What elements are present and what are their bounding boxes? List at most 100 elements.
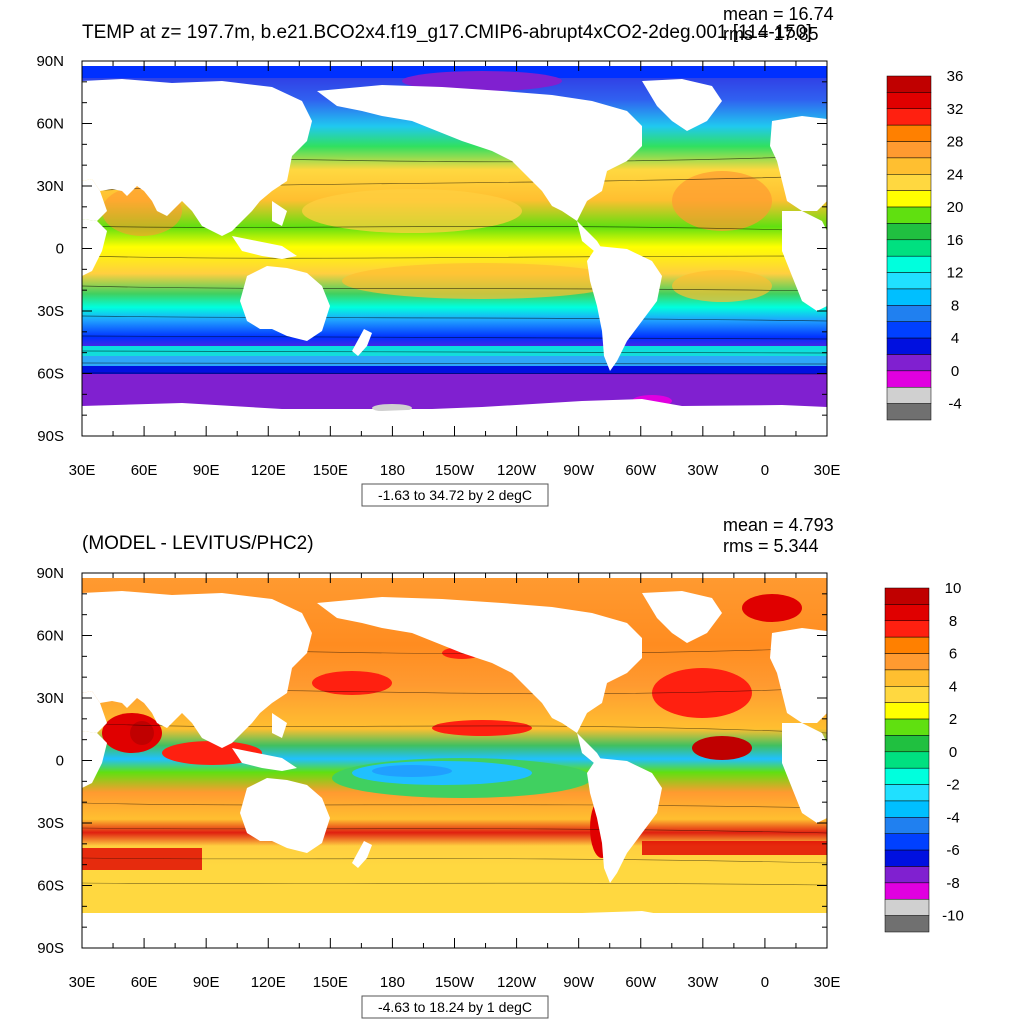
lon-tick-label: 90W bbox=[563, 974, 595, 991]
lat-axis: 90N 60N 30N 0 30S 60S 90S bbox=[36, 53, 64, 445]
lon-tick-label: 180 bbox=[380, 462, 405, 479]
rms-label: rms = 17.85 bbox=[723, 24, 819, 44]
colorbar-swatch bbox=[884, 784, 930, 802]
colorbar-swatch bbox=[886, 124, 932, 142]
colorbar-label: 32 bbox=[947, 101, 964, 118]
colorbar-swatch bbox=[884, 817, 930, 834]
colorbar-swatch bbox=[884, 669, 930, 687]
colorbar-label: 8 bbox=[951, 297, 959, 314]
colorbar-swatch bbox=[884, 800, 930, 818]
lat-tick-label: 90S bbox=[37, 940, 64, 957]
lon-axis: 30E 60E 90E 120E 150E 180 150W 120W 90W 60W 30W 0 30… bbox=[69, 974, 841, 991]
lon-tick-label: 150W bbox=[435, 974, 475, 991]
lat-tick-label: 30N bbox=[36, 178, 64, 195]
mean-label: mean = 16.74 bbox=[723, 4, 834, 24]
panel-top: TEMP at z= 197.7m, b.e21.BCO2x4.f19_g17.… bbox=[36, 4, 964, 507]
colorbar-swatch bbox=[886, 288, 932, 306]
colorbar-label: -4 bbox=[946, 809, 959, 826]
lon-tick-label: 90W bbox=[563, 462, 595, 479]
lon-tick-label: 0 bbox=[761, 974, 769, 991]
colorbar-swatch bbox=[884, 604, 930, 622]
lon-tick-label: 0 bbox=[761, 462, 769, 479]
panel-title: TEMP at z= 197.7m, b.e21.BCO2x4.f19_g17.… bbox=[82, 22, 812, 43]
colorbar-label: 20 bbox=[947, 199, 964, 216]
colorbar-swatch bbox=[884, 686, 930, 703]
colorbar-swatch bbox=[884, 866, 930, 884]
lon-tick-label: 90E bbox=[193, 974, 220, 991]
colorbar-swatch bbox=[886, 272, 932, 290]
colorbar-swatch bbox=[884, 636, 930, 654]
lon-tick-label: 60E bbox=[131, 462, 158, 479]
colorbar-swatch bbox=[886, 223, 932, 241]
colorbar-swatch bbox=[886, 239, 932, 257]
lon-tick-label: 30W bbox=[687, 974, 719, 991]
lat-tick-label: 30S bbox=[37, 303, 64, 320]
colorbar-label: 12 bbox=[947, 265, 964, 282]
colorbar-swatch bbox=[886, 305, 932, 322]
colorbar: 10 8 6 4 2 0 -2 -4 -6 -8 -10 bbox=[884, 580, 964, 933]
lon-tick-label: 30E bbox=[69, 462, 96, 479]
mean-label: mean = 4.793 bbox=[723, 515, 834, 535]
lat-tick-label: 60N bbox=[36, 628, 64, 645]
lat-tick-label: 0 bbox=[56, 753, 64, 770]
colorbar-swatch bbox=[884, 702, 930, 720]
colorbar-swatch bbox=[884, 915, 930, 933]
colorbar-swatch bbox=[886, 321, 932, 339]
colorbar-swatch bbox=[884, 751, 930, 769]
colorbar-swatch bbox=[884, 833, 930, 851]
lat-tick-label: 90N bbox=[36, 53, 64, 70]
colorbar-label: -6 bbox=[946, 842, 959, 859]
lat-tick-label: 90N bbox=[36, 565, 64, 582]
colorbar-label: -10 bbox=[942, 908, 964, 925]
lat-tick-label: 90S bbox=[37, 428, 64, 445]
lon-tick-label: 30W bbox=[687, 462, 719, 479]
colorbar-label: 28 bbox=[947, 134, 964, 151]
colorbar-swatch bbox=[884, 620, 930, 638]
lat-tick-label: 0 bbox=[56, 241, 64, 258]
colorbar-label: -8 bbox=[946, 875, 959, 892]
colorbar-label: -2 bbox=[946, 777, 959, 794]
colorbar-swatch bbox=[886, 403, 932, 421]
lon-tick-label: 150W bbox=[435, 462, 475, 479]
colorbar-swatch bbox=[886, 370, 932, 388]
colorbar-label: 0 bbox=[949, 744, 957, 761]
range-label: -4.63 to 18.24 by 1 degC bbox=[378, 999, 532, 1015]
colorbar-label: 8 bbox=[949, 613, 957, 630]
lat-tick-label: 60S bbox=[37, 878, 64, 895]
map-area bbox=[81, 60, 828, 437]
colorbar-label: 6 bbox=[949, 646, 957, 663]
lon-tick-label: 180 bbox=[380, 974, 405, 991]
colorbar-swatch bbox=[886, 255, 932, 273]
lon-tick-label: 150E bbox=[313, 974, 348, 991]
lat-axis: 90N 60N 30N 0 30S 60S 90S bbox=[36, 565, 64, 957]
lat-tick-label: 30S bbox=[37, 815, 64, 832]
colorbar-swatch bbox=[884, 849, 930, 867]
colorbar-swatch bbox=[886, 141, 932, 159]
colorbar-label: 4 bbox=[951, 330, 959, 347]
colorbar-swatch bbox=[886, 157, 932, 175]
lat-tick-label: 60N bbox=[36, 116, 64, 133]
lon-tick-label: 60W bbox=[625, 462, 657, 479]
lat-tick-label: 60S bbox=[37, 366, 64, 383]
lon-tick-label: 120E bbox=[251, 974, 286, 991]
colorbar-label: 0 bbox=[951, 363, 959, 380]
lon-tick-label: 60W bbox=[625, 974, 657, 991]
colorbar-label: 24 bbox=[947, 166, 964, 183]
panel-bottom: (MODEL - LEVITUS/PHC2) mean = 4.793 rms … bbox=[36, 515, 964, 1019]
lon-axis: 30E 60E 90E 120E 150E 180 150W 120W 90W 60W 30W 0 30… bbox=[69, 462, 841, 479]
lon-tick-label: 120E bbox=[251, 462, 286, 479]
colorbar-swatch bbox=[884, 898, 930, 916]
colorbar-swatch bbox=[884, 653, 930, 671]
panel-title: (MODEL - LEVITUS/PHC2) bbox=[82, 533, 314, 554]
lon-tick-label: 120W bbox=[497, 462, 537, 479]
lon-tick-label: 90E bbox=[193, 462, 220, 479]
colorbar-label: 10 bbox=[945, 580, 962, 597]
colorbar-swatch bbox=[886, 386, 932, 404]
colorbar-swatch bbox=[886, 174, 932, 191]
colorbar-swatch bbox=[886, 354, 932, 372]
colorbar-swatch bbox=[886, 92, 932, 110]
lat-tick-label: 30N bbox=[36, 690, 64, 707]
colorbar-swatch bbox=[886, 206, 932, 224]
lon-tick-label: 150E bbox=[313, 462, 348, 479]
